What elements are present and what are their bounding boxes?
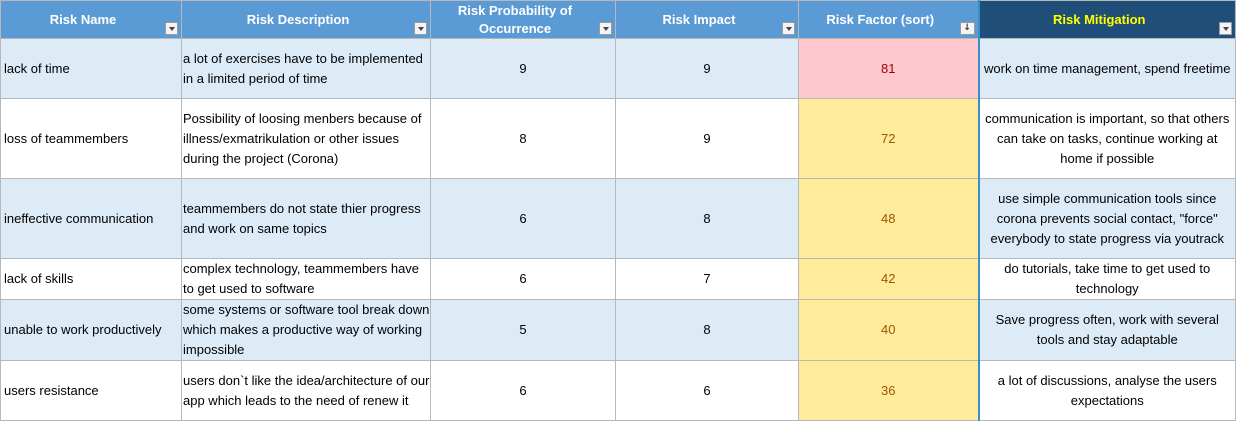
filter-dropdown-icon[interactable]	[599, 22, 612, 35]
risk-factor-cell[interactable]: 36	[798, 360, 979, 421]
risk-description-cell[interactable]: some systems or software tool break down…	[181, 299, 431, 361]
header-impact[interactable]: Risk Impact	[615, 0, 799, 39]
filter-dropdown-icon[interactable]	[165, 22, 178, 35]
header-risk-factor-label: Risk Factor (sort)	[826, 11, 935, 27]
risk-description-cell[interactable]: complex technology, teammembers have to …	[181, 258, 431, 300]
impact-cell[interactable]: 9	[615, 38, 799, 99]
risk-factor-cell[interactable]: 81	[798, 38, 979, 99]
risk-description-cell[interactable]: Possibility of loosing menbers because o…	[181, 98, 431, 179]
impact-cell[interactable]: 8	[615, 299, 799, 361]
impact-cell[interactable]: 7	[615, 258, 799, 300]
risk-name-cell[interactable]: lack of time	[0, 38, 182, 99]
probability-cell[interactable]: 6	[430, 178, 616, 259]
risk-description-cell[interactable]: teammembers do not state thier progress …	[181, 178, 431, 259]
risk-name-cell[interactable]: unable to work productively	[0, 299, 182, 361]
risk-factor-cell[interactable]: 42	[798, 258, 979, 300]
risk-name-cell[interactable]: users resistance	[0, 360, 182, 421]
header-risk-description-label: Risk Description	[246, 11, 350, 27]
risk-mitigation-cell[interactable]: do tutorials, take time to get used to t…	[977, 258, 1236, 300]
header-row: Risk Name Risk Description Risk Probabil…	[0, 0, 1236, 39]
probability-cell[interactable]: 6	[430, 360, 616, 421]
risk-name-cell[interactable]: loss of teammembers	[0, 98, 182, 179]
table-row: users resistance users don`t like the id…	[0, 360, 1236, 421]
header-risk-name-label: Risk Name	[49, 11, 117, 27]
table-row: lack of time a lot of exercises have to …	[0, 38, 1236, 99]
risk-factor-cell[interactable]: 72	[798, 98, 979, 179]
impact-cell[interactable]: 8	[615, 178, 799, 259]
probability-cell[interactable]: 8	[430, 98, 616, 179]
table-row: ineffective communication teammembers do…	[0, 178, 1236, 259]
risk-mitigation-cell[interactable]: work on time management, spend freetime	[977, 38, 1236, 99]
sort-descending-filter-icon[interactable]: ↓	[959, 22, 975, 35]
table-row: lack of skills complex technology, teamm…	[0, 258, 1236, 300]
header-risk-mitigation[interactable]: Risk Mitigation	[977, 0, 1236, 39]
header-risk-description[interactable]: Risk Description	[181, 0, 431, 39]
header-risk-mitigation-label: Risk Mitigation	[1053, 11, 1146, 27]
risk-description-cell[interactable]: a lot of exercises have to be implemente…	[181, 38, 431, 99]
header-probability[interactable]: Risk Probability of Occurrence	[430, 0, 616, 39]
risk-factor-cell[interactable]: 40	[798, 299, 979, 361]
table-row: loss of teammembers Possibility of loosi…	[0, 98, 1236, 179]
risk-mitigation-cell[interactable]: a lot of discussions, analyse the users …	[977, 360, 1236, 421]
risk-name-cell[interactable]: ineffective communication	[0, 178, 182, 259]
probability-cell[interactable]: 9	[430, 38, 616, 99]
header-probability-label: Risk Probability of Occurrence	[457, 2, 573, 36]
header-risk-name[interactable]: Risk Name	[0, 0, 182, 39]
risk-description-cell[interactable]: users don`t like the idea/architecture o…	[181, 360, 431, 421]
risk-factor-cell[interactable]: 48	[798, 178, 979, 259]
probability-cell[interactable]: 5	[430, 299, 616, 361]
table-row: unable to work productively some systems…	[0, 299, 1236, 361]
risk-mitigation-cell[interactable]: use simple communication tools since cor…	[977, 178, 1236, 259]
probability-cell[interactable]: 6	[430, 258, 616, 300]
impact-cell[interactable]: 9	[615, 98, 799, 179]
impact-cell[interactable]: 6	[615, 360, 799, 421]
risk-name-cell[interactable]: lack of skills	[0, 258, 182, 300]
filter-dropdown-icon[interactable]	[414, 22, 427, 35]
header-impact-label: Risk Impact	[662, 11, 736, 27]
risk-mitigation-cell[interactable]: Save progress often, work with several t…	[977, 299, 1236, 361]
risk-mitigation-cell[interactable]: communication is important, so that othe…	[977, 98, 1236, 179]
header-risk-factor[interactable]: Risk Factor (sort) ↓	[798, 0, 979, 39]
filter-dropdown-icon[interactable]	[1219, 22, 1232, 35]
filter-dropdown-icon[interactable]	[782, 22, 795, 35]
